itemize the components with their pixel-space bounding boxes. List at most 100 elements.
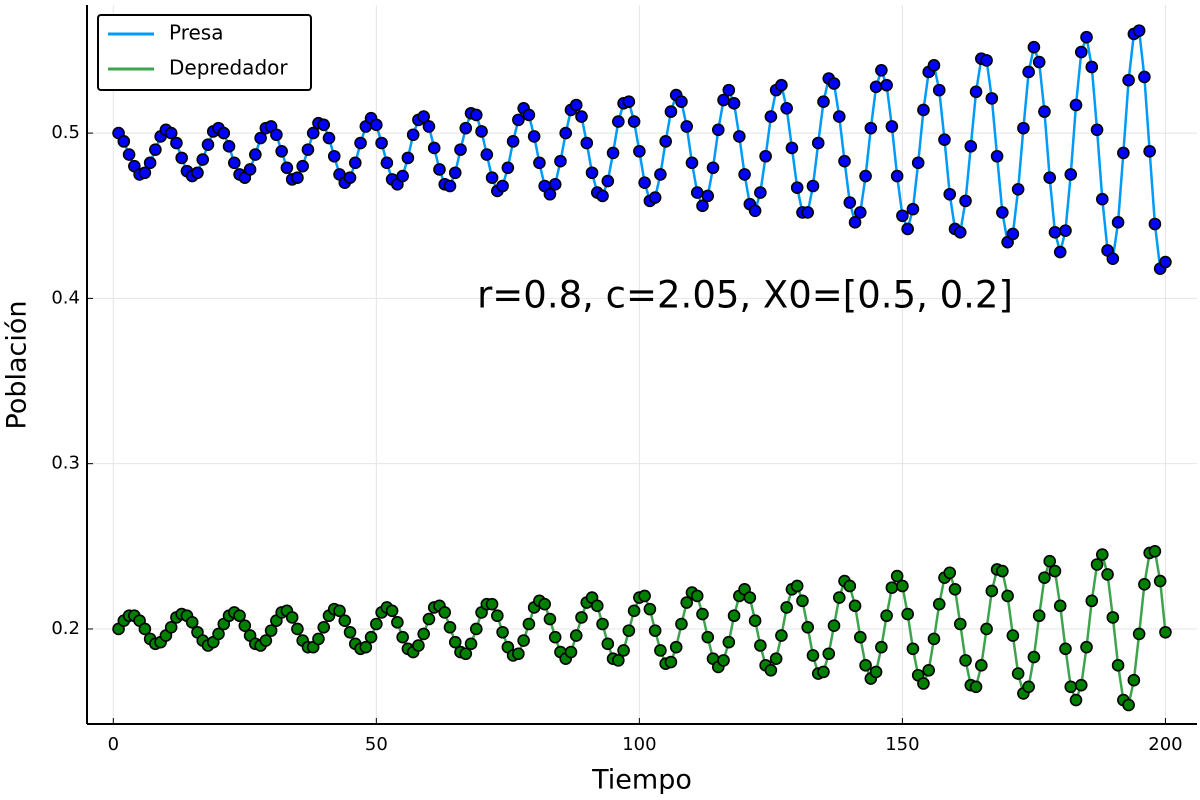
data-point	[638, 176, 651, 189]
data-point	[1090, 123, 1104, 137]
data-point	[312, 632, 325, 646]
data-point	[975, 659, 988, 672]
data-point	[196, 153, 210, 166]
data-point	[1022, 680, 1035, 694]
data-point	[164, 126, 178, 140]
data-point	[659, 135, 672, 148]
data-point	[959, 194, 972, 208]
data-point	[512, 647, 525, 661]
data-point	[948, 582, 962, 596]
data-point	[427, 141, 441, 155]
data-point	[1138, 578, 1151, 591]
data-point	[370, 617, 383, 631]
data-point	[259, 634, 273, 647]
data-point	[675, 95, 688, 108]
data-point	[1048, 564, 1062, 578]
data-point	[622, 95, 636, 108]
data-point	[801, 621, 815, 634]
data-point	[843, 579, 857, 593]
data-point	[506, 135, 520, 148]
data-point	[496, 625, 509, 639]
data-point	[317, 621, 331, 634]
data-point	[433, 163, 446, 176]
data-point	[680, 120, 694, 133]
data-point	[275, 144, 288, 158]
data-point	[648, 624, 662, 637]
x-tick-label: 100	[622, 734, 656, 755]
data-point	[727, 97, 741, 110]
data-point	[901, 607, 914, 621]
data-point	[612, 654, 625, 667]
data-point	[1059, 224, 1072, 237]
data-point	[443, 179, 457, 193]
data-point	[170, 136, 183, 150]
data-point	[1011, 182, 1025, 196]
data-point	[280, 161, 294, 175]
data-point	[627, 604, 641, 618]
data-point	[754, 639, 767, 652]
data-point	[1048, 225, 1062, 239]
data-point	[338, 614, 352, 627]
data-point	[901, 222, 914, 236]
data-point	[348, 156, 362, 170]
data-point	[422, 612, 436, 626]
data-point	[1132, 627, 1146, 641]
data-point	[291, 622, 304, 636]
data-point	[985, 92, 999, 105]
data-point	[375, 136, 388, 150]
data-point	[306, 126, 320, 140]
data-point	[854, 206, 867, 219]
data-point	[227, 156, 241, 170]
data-point	[906, 642, 920, 656]
data-point	[1080, 30, 1093, 44]
data-point	[864, 121, 878, 135]
data-point	[1106, 252, 1120, 266]
data-point	[927, 632, 941, 646]
data-point	[927, 59, 941, 72]
data-point	[896, 579, 909, 593]
data-point	[748, 204, 762, 218]
data-point	[469, 108, 483, 122]
data-point	[959, 654, 972, 667]
data-point	[343, 171, 357, 185]
data-point	[233, 609, 246, 623]
y-tick-label: 0.2	[51, 618, 80, 639]
data-point	[1096, 548, 1109, 561]
data-point	[322, 131, 336, 145]
data-point	[780, 601, 793, 614]
data-point	[1053, 245, 1067, 259]
data-point	[364, 630, 378, 644]
data-point	[917, 103, 930, 117]
data-point	[1069, 693, 1083, 707]
data-point	[191, 166, 204, 180]
data-point	[701, 189, 715, 203]
data-point	[612, 115, 625, 128]
data-point	[396, 169, 409, 183]
data-point	[459, 647, 473, 661]
data-point	[869, 80, 883, 94]
data-point	[448, 166, 462, 180]
data-point	[654, 644, 667, 657]
data-point	[1085, 60, 1099, 74]
data-point	[201, 138, 215, 151]
data-point	[885, 120, 899, 133]
data-point	[764, 110, 778, 123]
data-point	[1122, 698, 1135, 712]
data-point	[412, 639, 425, 652]
data-point	[664, 655, 678, 669]
data-point	[391, 616, 404, 629]
data-point	[522, 617, 536, 631]
data-point	[748, 614, 762, 627]
data-point	[343, 625, 357, 639]
data-point	[501, 161, 515, 175]
data-point	[149, 143, 162, 156]
data-point	[1074, 678, 1088, 692]
data-point	[669, 640, 683, 654]
data-point	[690, 589, 704, 603]
data-point	[1106, 611, 1120, 624]
data-point	[454, 143, 467, 156]
data-point	[685, 156, 699, 170]
data-point	[633, 144, 646, 158]
data-point	[1148, 217, 1162, 231]
data-point	[1053, 599, 1067, 613]
